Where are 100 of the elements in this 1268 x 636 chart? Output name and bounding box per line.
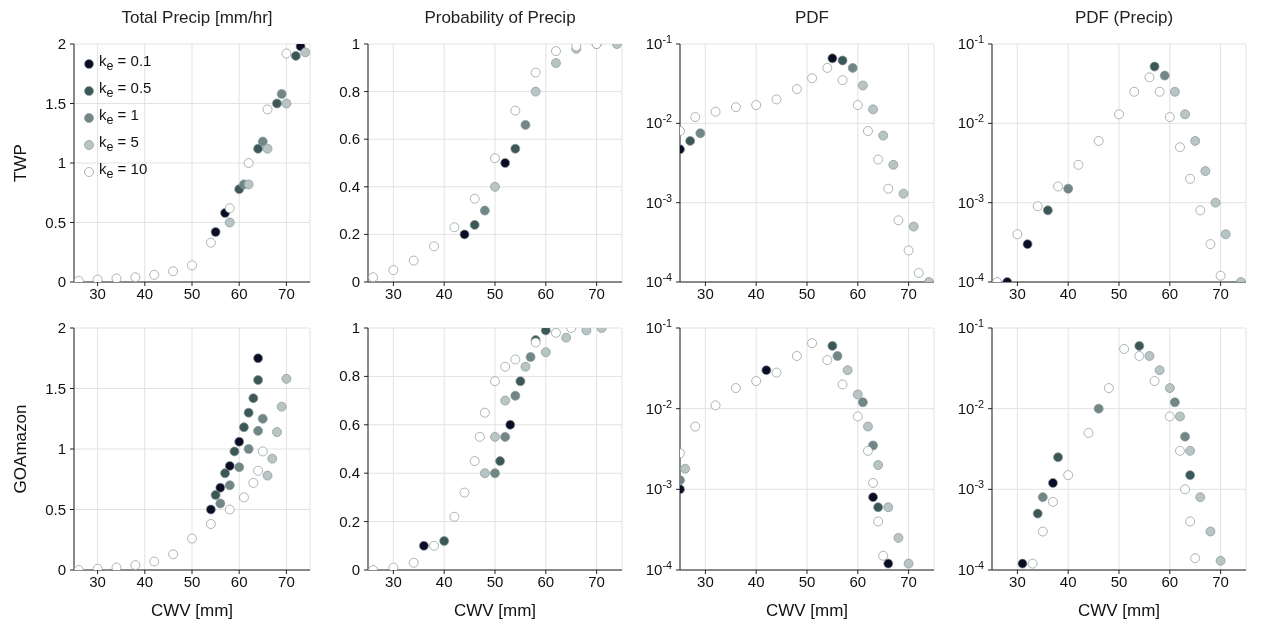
y-tick-label: 10$^{-2}$ [645, 397, 672, 417]
point [220, 468, 230, 479]
point [272, 98, 282, 109]
point [1200, 166, 1211, 176]
y-tick-label: 1.5 [45, 94, 66, 112]
point [206, 504, 216, 515]
legend-label: k$_{e}$ = 1 [99, 105, 139, 129]
point [581, 328, 592, 336]
x-tick-label: 60 [230, 572, 248, 590]
point [710, 400, 721, 411]
x-tick-label: 60 [230, 284, 248, 302]
point [1190, 136, 1201, 146]
x-tick-label: 40 [1059, 572, 1077, 590]
point [1012, 229, 1023, 240]
point [1175, 411, 1185, 422]
point [243, 444, 254, 454]
y-tick-label: 0.2 [339, 512, 360, 530]
point [229, 446, 240, 457]
x-axis-title: CWV [mm] [1077, 601, 1161, 620]
point [1022, 239, 1033, 249]
point [510, 143, 521, 154]
x-tick-label: 70 [588, 284, 605, 302]
point [253, 375, 263, 385]
chart-title: PDF [794, 8, 830, 29]
y-tick-label: 10$^{-2}$ [957, 112, 984, 132]
point [224, 480, 235, 491]
point [510, 354, 521, 365]
x-tick-label: 60 [849, 284, 867, 302]
point [1185, 470, 1195, 480]
y-tick-label: 10$^{-1}$ [957, 317, 984, 336]
point [1154, 365, 1165, 376]
point [300, 47, 310, 58]
point [262, 470, 273, 481]
x-tick-label: 40 [747, 572, 765, 590]
point [479, 205, 490, 216]
y-tick-label: 2 [57, 35, 66, 52]
point [827, 341, 838, 351]
point [898, 188, 909, 199]
point [224, 217, 235, 228]
point [863, 421, 873, 432]
y-tick-label: 10$^{-1}$ [957, 33, 984, 52]
x-tick-label: 50 [486, 572, 504, 590]
x-tick-label: 30 [1009, 284, 1026, 302]
point [224, 504, 235, 515]
point [852, 100, 863, 110]
point [1053, 452, 1063, 463]
point [878, 130, 889, 141]
x-tick-label: 50 [798, 572, 816, 590]
y-tick-label: 0.8 [339, 367, 360, 385]
point [680, 463, 690, 474]
point [253, 143, 263, 154]
point [248, 393, 259, 404]
point [1032, 508, 1043, 519]
y-tick-label: 10$^{-4}$ [957, 559, 984, 578]
x-tick-label: 50 [183, 572, 201, 590]
point [771, 367, 782, 378]
point [500, 395, 511, 406]
x-axis-title: CWV [mm] [453, 601, 537, 620]
y-tick-label: 0 [57, 561, 66, 578]
point [500, 432, 511, 442]
point [1205, 526, 1216, 537]
point [490, 181, 500, 192]
x-tick-label: 70 [588, 572, 605, 590]
point [243, 158, 254, 168]
x-tick-label: 30 [1009, 572, 1026, 590]
y-tick-label: 10$^{-1}$ [645, 33, 672, 52]
point [500, 158, 511, 168]
point [751, 100, 762, 110]
point [1180, 431, 1190, 442]
y-tick-label: 10$^{-3}$ [957, 191, 984, 211]
chart-title: Probability of Precip [423, 8, 577, 29]
point [525, 352, 536, 362]
y-tick-label: 0 [57, 273, 66, 290]
point [234, 436, 245, 447]
point [852, 411, 863, 422]
y-tick-label: 10$^{-3}$ [957, 478, 984, 498]
point [893, 533, 904, 543]
point [490, 376, 500, 387]
x-tick-label: 40 [1059, 284, 1077, 302]
point [239, 422, 249, 433]
legend-label: k$_{e}$ = 10 [99, 159, 148, 183]
point [257, 446, 268, 457]
point [858, 80, 868, 91]
x-tick-label: 30 [385, 572, 402, 590]
point [863, 126, 873, 136]
point [388, 265, 399, 275]
point [253, 426, 263, 436]
x-tick-label: 50 [798, 284, 816, 302]
y-tick-label: 0.5 [45, 213, 66, 231]
point [1180, 484, 1190, 495]
x-tick-label: 30 [89, 284, 106, 302]
y-tick-label: 0.6 [339, 130, 360, 148]
y-tick-label: 0.5 [45, 500, 66, 518]
x-tick-label: 60 [1161, 572, 1179, 590]
y-tick-label: 2 [57, 319, 66, 336]
x-tick-label: 40 [747, 284, 765, 302]
point [1195, 492, 1206, 502]
x-tick-label: 40 [435, 284, 453, 302]
x-tick-label: 60 [537, 284, 555, 302]
x-tick-label: 60 [537, 572, 555, 590]
